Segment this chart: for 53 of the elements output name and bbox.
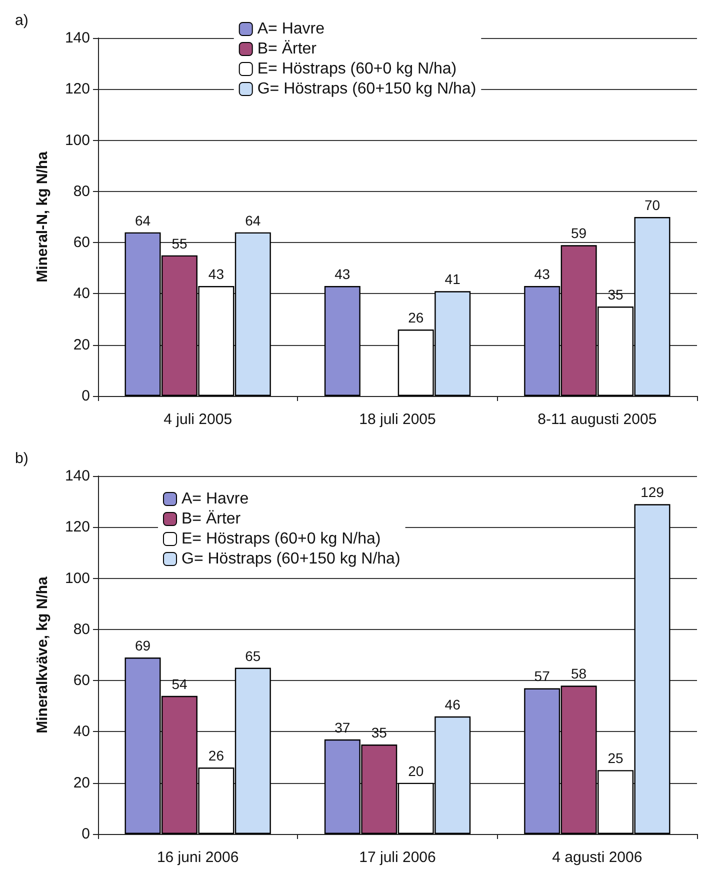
legend-label: G= Höstraps (60+150 kg N/ha) [257,80,476,98]
data-label: 25 [608,750,624,766]
legend-label: A= Havre [182,490,249,508]
y-tick-label: 140 [64,468,90,484]
data-label: 46 [444,696,461,712]
chart-title: a) [15,12,28,29]
data-label: 43 [534,266,550,282]
y-tick-label: 40 [73,285,90,302]
x-tick-label: 17 juli 2006 [359,849,436,866]
y-tick-label: 120 [64,518,90,536]
data-label: 58 [571,666,587,682]
data-label: 41 [444,271,461,288]
y-tick-label: 0 [82,388,90,404]
data-label: 65 [245,648,261,664]
data-label: 64 [134,212,151,228]
y-tick-label: 20 [73,336,90,354]
y-tick-label: 100 [64,132,90,149]
data-label: 70 [644,197,660,213]
y-tick-label: 60 [73,672,90,690]
y-tick-label: 80 [73,182,90,200]
data-label: 59 [571,225,587,242]
data-label: 26 [408,310,424,326]
data-label: 26 [208,748,224,764]
bar [324,286,360,396]
data-label: 20 [408,762,424,779]
data-label: 64 [245,212,261,228]
y-axis-title: Mineralkväve, kg N/ha [34,576,51,734]
legend-label: E= Höstraps (60+0 kg N/ha) [257,60,457,78]
x-tick-label: 8-11 augusti 2005 [538,411,657,428]
x-tick-label: 16 juni 2006 [156,849,239,866]
x-tick-label: 18 juli 2005 [359,411,436,428]
y-tick-label: 140 [64,30,90,46]
data-label: 129 [640,484,664,500]
y-tick-label: 60 [73,234,90,252]
data-label: 69 [134,638,151,654]
legend-label: E= Höstraps (60+0 kg N/ha) [182,530,381,548]
legend-label: G= Höstraps (60+150 kg N/ha) [182,550,400,568]
y-tick-label: 0 [82,826,90,842]
data-label: 43 [208,266,224,282]
y-tick-label: 100 [64,570,90,587]
legend-label: B= Ärter [257,40,318,58]
y-tick-label: 80 [73,620,90,638]
x-tick-label: 4 agusti 2006 [552,849,642,866]
y-tick-label: 20 [73,774,90,792]
chart-title: b) [15,450,28,467]
legend-label: A= Havre [257,20,325,38]
y-tick-label: 120 [64,80,90,98]
y-axis-title: Mineral-N, kg N/ha [34,150,51,282]
data-label: 54 [172,676,188,692]
y-tick-label: 40 [73,723,90,740]
x-tick-label: 4 juli 2005 [164,411,232,428]
data-label: 43 [334,266,350,282]
legend-label: B= Ärter [182,510,242,528]
